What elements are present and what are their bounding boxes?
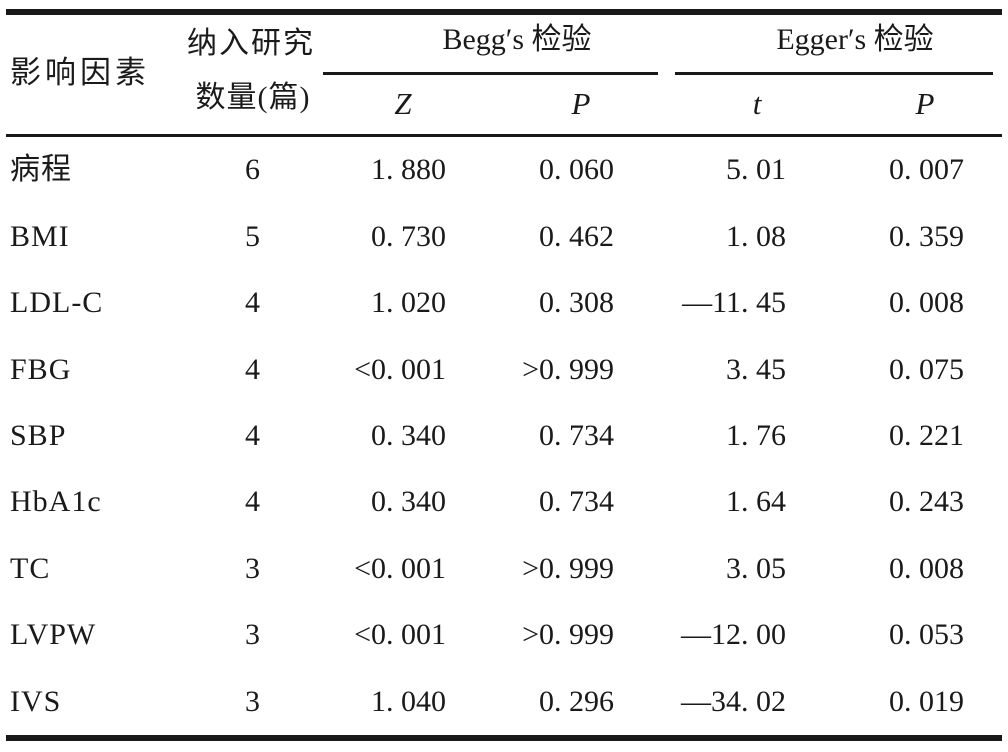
factor-cell: LDL-C: [10, 286, 104, 320]
table-row: BMI 5 0. 730 0. 462 1. 08 0. 359: [0, 203, 1008, 269]
egger-p-cell: 0. 221: [889, 418, 964, 452]
factor-cell: IVS: [10, 684, 62, 718]
study-count-cell: 4: [245, 485, 260, 519]
table-row: IVS 3 1. 040 0. 296 —34. 02 0. 019: [0, 669, 1008, 735]
egger-t-cell: 3. 05: [726, 551, 786, 585]
begg-z-cell: 0. 730: [371, 219, 446, 253]
egger-p-cell: 0. 019: [889, 684, 964, 718]
factor-cell: FBG: [10, 352, 72, 386]
begg-p-cell: >0. 999: [522, 551, 614, 585]
study-count-cell: 4: [245, 352, 260, 386]
begg-z-cell: <0. 001: [354, 551, 446, 585]
column-header-count-line1: 纳入研究: [187, 27, 315, 60]
egger-t-cell: 1. 64: [726, 485, 786, 519]
header-bottom-rule: [6, 134, 1002, 137]
egger-p-cell: 0. 075: [889, 352, 964, 386]
table-row: TC 3 <0. 001 >0. 999 3. 05 0. 008: [0, 536, 1008, 602]
factor-cell: 病程: [10, 153, 72, 187]
begg-group-spanner-rule: [323, 72, 658, 75]
egger-t-cell: —11. 45: [682, 286, 786, 320]
egger-t-cell: 1. 08: [726, 219, 786, 253]
factor-cell: TC: [10, 551, 51, 585]
begg-p-cell: 0. 308: [539, 286, 614, 320]
column-header-count-line2: 数量(篇): [195, 81, 311, 114]
column-group-header-begg: Begg′s 检验: [442, 23, 592, 56]
begg-z-cell: 0. 340: [371, 418, 446, 452]
egger-t-cell: 3. 45: [726, 352, 786, 386]
table-row: FBG 4 <0. 001 >0. 999 3. 45 0. 075: [0, 336, 1008, 402]
column-header-egger-t: t: [752, 86, 762, 121]
egger-p-cell: 0. 008: [889, 286, 964, 320]
column-header-egger-p: P: [915, 86, 935, 121]
factor-cell: HbA1c: [10, 485, 102, 519]
study-count-cell: 6: [245, 153, 260, 187]
factor-cell: SBP: [10, 418, 67, 452]
study-count-cell: 4: [245, 286, 260, 320]
begg-z-cell: 0. 340: [371, 485, 446, 519]
begg-p-cell: 0. 060: [539, 153, 614, 187]
begg-p-cell: >0. 999: [522, 618, 614, 652]
egger-t-cell: 5. 01: [726, 153, 786, 187]
begg-p-cell: 0. 462: [539, 219, 614, 253]
begg-z-cell: 1. 020: [371, 286, 446, 320]
column-header-begg-p: P: [571, 86, 591, 121]
begg-z-cell: 1. 040: [371, 684, 446, 718]
begg-p-cell: 0. 296: [539, 684, 614, 718]
study-count-cell: 3: [245, 618, 260, 652]
begg-p-cell: 0. 734: [539, 485, 614, 519]
study-count-cell: 3: [245, 551, 260, 585]
study-count-cell: 5: [245, 219, 260, 253]
table-row: 病程 6 1. 880 0. 060 5. 01 0. 007: [0, 137, 1008, 203]
begg-z-cell: <0. 001: [354, 618, 446, 652]
column-header-factor: 影响因素: [10, 55, 150, 90]
begg-p-cell: >0. 999: [522, 352, 614, 386]
factor-cell: BMI: [10, 219, 70, 253]
egger-p-cell: 0. 008: [889, 551, 964, 585]
egger-t-cell: —12. 00: [681, 618, 786, 652]
egger-group-spanner-rule: [675, 72, 993, 75]
egger-t-cell: 1. 76: [726, 418, 786, 452]
table-row: HbA1c 4 0. 340 0. 734 1. 64 0. 243: [0, 469, 1008, 535]
begg-p-cell: 0. 734: [539, 418, 614, 452]
study-count-cell: 3: [245, 684, 260, 718]
egger-p-cell: 0. 359: [889, 219, 964, 253]
table-row: SBP 4 0. 340 0. 734 1. 76 0. 221: [0, 403, 1008, 469]
factor-cell: LVPW: [10, 618, 97, 652]
egger-p-cell: 0. 007: [889, 153, 964, 187]
column-group-header-egger: Egger′s 检验: [776, 23, 934, 56]
study-count-cell: 4: [245, 418, 260, 452]
egger-p-cell: 0. 053: [889, 618, 964, 652]
begg-z-cell: <0. 001: [354, 352, 446, 386]
begg-z-cell: 1. 880: [371, 153, 446, 187]
table-bottom-rule: [6, 735, 1002, 741]
egger-t-cell: —34. 02: [681, 684, 786, 718]
table-body: 病程 6 1. 880 0. 060 5. 01 0. 007 BMI 5 0.…: [0, 137, 1008, 735]
column-header-begg-z: Z: [394, 86, 412, 121]
egger-p-cell: 0. 243: [889, 485, 964, 519]
table-row: LVPW 3 <0. 001 >0. 999 —12. 00 0. 053: [0, 602, 1008, 668]
table-row: LDL-C 4 1. 020 0. 308 —11. 45 0. 008: [0, 270, 1008, 336]
table-top-rule: [6, 9, 1002, 15]
